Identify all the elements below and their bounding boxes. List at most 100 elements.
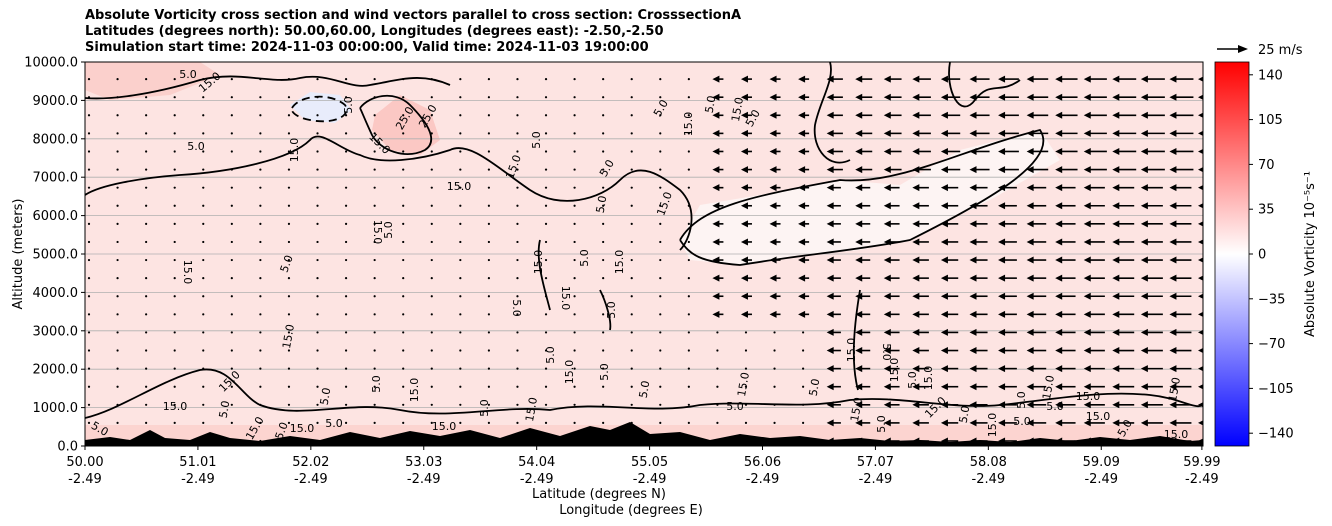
wind-vector — [1198, 185, 1203, 191]
contour-label: 15.0 — [447, 180, 472, 193]
wind-vector-dot — [230, 367, 233, 370]
wind-vector-dot — [430, 258, 433, 262]
wind-vector-dot — [487, 222, 490, 225]
wind-vector-dot — [116, 403, 119, 406]
wind-vector — [912, 437, 929, 445]
wind-vector-dot — [87, 403, 91, 406]
wind-vector — [883, 365, 900, 373]
contour-label: 5.0 — [605, 301, 618, 319]
wind-vector — [1198, 384, 1203, 390]
wind-vector — [1083, 310, 1105, 318]
wind-vector-dot — [145, 385, 148, 388]
wind-vector-dot — [373, 150, 376, 153]
wind-vector-dot — [802, 403, 805, 406]
wind-vector — [1055, 419, 1076, 427]
wind-vector — [1083, 238, 1105, 246]
contour-lines — [85, 62, 1203, 419]
quiver-key-label: 25 m/s — [1258, 43, 1303, 58]
wind-vector — [969, 292, 988, 300]
wind-vector — [1026, 93, 1049, 101]
wind-vector — [855, 328, 871, 336]
wind-vector — [712, 202, 724, 210]
wind-vector-dot — [459, 222, 462, 225]
wind-vector-dot — [87, 204, 91, 207]
wind-vector — [1169, 220, 1192, 228]
wind-vector — [826, 274, 841, 282]
wind-vector-dot — [287, 150, 291, 153]
wind-vector — [998, 365, 1017, 373]
wind-vector-dot — [459, 114, 462, 117]
wind-vector — [1026, 310, 1047, 318]
wind-vector — [740, 184, 752, 192]
wind-vector-dot — [430, 132, 433, 135]
colorbar: 140 105 70 35 0 −35 −70 −105 −140 Absolute Vorti… — [1214, 61, 1318, 447]
wind-vector-dot — [344, 403, 348, 406]
wind-vector — [855, 75, 873, 83]
wind-vector — [769, 292, 781, 300]
title-line-3: Simulation start time: 2024-11-03 00:00:… — [85, 40, 649, 55]
wind-vector-dot — [687, 385, 690, 388]
wind-vector — [1198, 329, 1203, 335]
wind-vector-dot — [630, 439, 633, 443]
wind-vector-dot — [516, 96, 519, 99]
wind-vector-dot — [459, 186, 462, 189]
colorbar-tick-label: −35 — [1258, 292, 1285, 307]
wind-vector-dot — [459, 313, 462, 316]
x-axis-label-lon: Longitude (degrees E) — [559, 503, 703, 518]
wind-vector-dot — [287, 295, 291, 298]
wind-vector — [740, 93, 752, 101]
wind-vector-dot — [516, 150, 519, 153]
wind-vector-dot — [259, 403, 262, 406]
wind-vector — [855, 401, 871, 409]
wind-vector-dot — [602, 313, 605, 316]
wind-vector — [1140, 274, 1163, 282]
wind-vector-dot — [287, 258, 291, 262]
wind-vector-dot — [544, 331, 548, 334]
wind-vector-dot — [402, 258, 405, 262]
wind-vector-dot — [202, 186, 205, 189]
wind-vector-dot — [402, 277, 405, 280]
wind-vector-dot — [202, 295, 205, 298]
wind-vector-dot — [773, 385, 776, 388]
x-tick-label-lat: 59.99 — [1183, 455, 1220, 470]
wind-vector-dot — [87, 77, 91, 81]
contour-label: 15.0 — [133, 52, 158, 65]
wind-vector — [883, 274, 900, 282]
wind-vector-dot — [259, 96, 262, 99]
wind-vector-dot — [344, 258, 348, 262]
wind-vector-dot — [573, 186, 576, 189]
wind-vector-dot — [287, 114, 291, 117]
wind-vector-dot — [202, 77, 205, 81]
wind-vector-dot — [659, 77, 662, 81]
wind-vector-dot — [344, 186, 348, 189]
wind-vector-dot — [630, 77, 633, 81]
wind-vector-dot — [630, 132, 633, 135]
wind-vector — [1140, 166, 1165, 174]
wind-vector — [1198, 275, 1203, 281]
wind-vector-dot — [230, 421, 233, 425]
wind-vector — [1055, 347, 1076, 355]
wind-vector-dot — [316, 96, 319, 99]
wind-vector-dot — [230, 331, 233, 334]
wind-vector — [1140, 93, 1165, 101]
wind-vector — [826, 419, 841, 427]
wind-vector — [826, 93, 843, 101]
wind-vector-dot — [316, 150, 319, 153]
wind-vector-dot — [802, 331, 805, 334]
wind-vector-dot — [145, 222, 148, 225]
wind-vector — [855, 184, 871, 192]
wind-vector-dot — [487, 439, 490, 443]
wind-vector — [1140, 147, 1165, 155]
wind-vector — [1055, 365, 1076, 373]
wind-vector — [1198, 257, 1203, 263]
wind-vector-dot — [287, 403, 291, 406]
wind-vector-dot — [602, 349, 605, 352]
contour-line — [290, 95, 348, 123]
wind-vector-dot — [87, 150, 91, 153]
wind-vector-dot — [173, 114, 176, 117]
wind-vector — [969, 147, 990, 155]
wind-vector — [1026, 347, 1047, 355]
wind-vector-dot — [659, 277, 662, 280]
wind-vector-dot — [630, 258, 633, 262]
wind-vector-dot — [544, 385, 548, 388]
